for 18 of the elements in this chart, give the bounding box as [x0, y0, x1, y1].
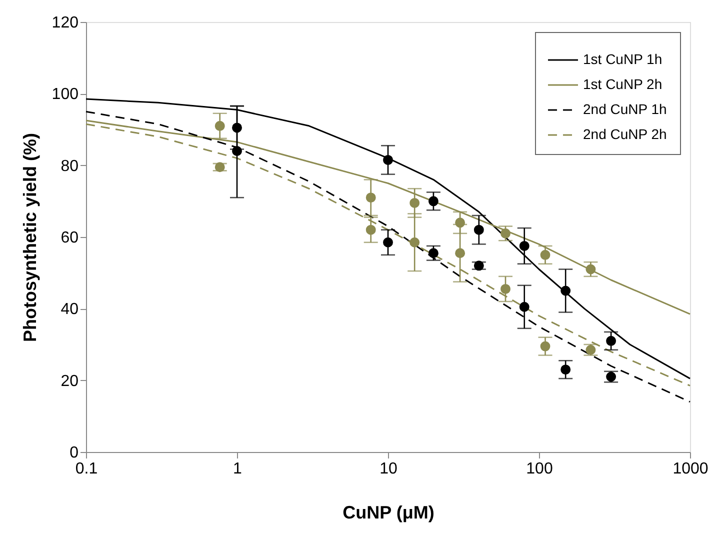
- y-tick-label: 100: [52, 86, 79, 104]
- legend-label: 1st CuNP 1h: [583, 51, 662, 67]
- x-tick-label: 100: [526, 460, 553, 478]
- y-tick-label: 40: [60, 301, 79, 318]
- x-tick-label: 0.1: [75, 460, 98, 478]
- legend-label: 2nd CuNP 2h: [583, 126, 667, 142]
- y-tick-label: 120: [52, 14, 79, 32]
- y-tick-label: 80: [60, 158, 79, 175]
- x-tick-label: 1000: [672, 460, 708, 478]
- y-tick-label: 60: [60, 230, 79, 246]
- y-tick-label: 20: [60, 372, 79, 390]
- legend-label: 1st CuNP 2h: [583, 76, 662, 92]
- x-axis-title: CuNP (μM): [342, 502, 434, 522]
- y-tick-label: 0: [70, 444, 79, 462]
- x-tick-label: 1: [233, 460, 242, 478]
- x-tick-label: 10: [380, 460, 398, 478]
- y-axis-title: Photosynthetic yield (%): [20, 132, 40, 342]
- legend-label: 2nd CuNP 1h: [583, 101, 667, 117]
